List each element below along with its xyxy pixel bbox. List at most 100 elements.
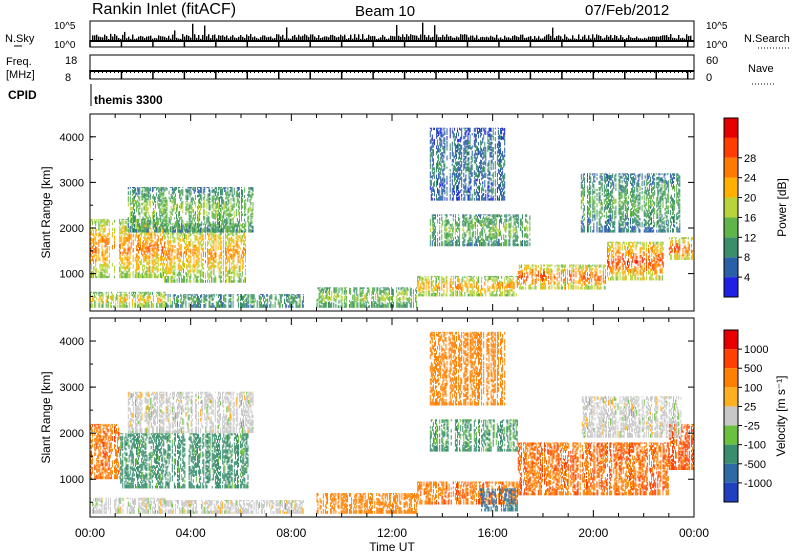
power-cell (173, 225, 175, 229)
power-cell (149, 265, 151, 273)
power-cell (126, 237, 128, 242)
power-cell (595, 271, 597, 277)
power-cell (330, 303, 332, 308)
power-cell (662, 252, 664, 260)
power-cell (445, 228, 447, 233)
power-cell (469, 235, 471, 242)
power-cell (583, 225, 585, 233)
power-cell (319, 300, 321, 304)
power-cell (231, 225, 233, 233)
nsky-bar (240, 35, 242, 41)
power-cell (631, 241, 633, 244)
power-cell (487, 218, 489, 222)
power-cell (195, 294, 197, 296)
power-cell (398, 291, 400, 296)
power-cell (242, 265, 244, 269)
power-cell (669, 201, 671, 204)
power-cell (213, 188, 215, 194)
power-cell (209, 233, 211, 238)
power-cell (226, 217, 228, 225)
power-cell (91, 263, 92, 270)
power-cell (481, 228, 483, 236)
power-cell (443, 137, 445, 145)
power-cell (565, 264, 566, 268)
power-cell (224, 218, 226, 224)
power-cell (171, 270, 173, 274)
power-cell (98, 270, 100, 273)
power-cell (142, 216, 144, 221)
power-cell (167, 295, 169, 298)
power-cell (220, 304, 221, 308)
power-cell (215, 257, 217, 264)
power-cell (96, 229, 98, 232)
power-cell (451, 223, 453, 227)
power-cell (633, 197, 635, 200)
power-cell (683, 237, 685, 241)
power-cell (146, 259, 148, 266)
power-cell (137, 187, 139, 192)
power-cell (292, 294, 294, 296)
power-cell (236, 218, 238, 222)
power-cell (441, 152, 443, 160)
power-cell (484, 288, 486, 294)
power-cell (583, 177, 585, 184)
power-cell (651, 268, 653, 271)
power-cell (529, 238, 531, 241)
power-cell (587, 173, 588, 177)
power-cell (471, 287, 473, 295)
power-cell (243, 301, 245, 308)
power-cell (133, 189, 134, 195)
power-cell (654, 257, 656, 263)
nsky-bar (654, 36, 656, 41)
power-cell (251, 187, 253, 188)
power-cell (171, 213, 173, 216)
power-cell (219, 273, 221, 276)
power-cell (155, 229, 156, 233)
power-cell (673, 202, 674, 208)
power-cell (623, 186, 625, 194)
power-cell (122, 226, 124, 229)
power-cell (630, 245, 632, 252)
power-cell (260, 296, 262, 300)
power-cell (653, 206, 655, 213)
power-cell (522, 270, 523, 273)
power-cell (164, 257, 165, 261)
power-cell (152, 295, 154, 302)
power-cell (213, 277, 215, 283)
power-cell (124, 292, 126, 297)
power-cell (589, 204, 591, 208)
power-cell (620, 175, 622, 179)
power-cell (161, 205, 163, 210)
power-cell (609, 181, 611, 184)
power-cell (612, 221, 614, 228)
power-cell (129, 247, 131, 254)
power-cell (620, 192, 622, 199)
power-cell (336, 288, 338, 293)
power-cell (679, 226, 681, 230)
power-cell (224, 294, 226, 302)
power-cell (125, 291, 127, 294)
power-cell (605, 189, 607, 195)
power-cell (669, 240, 671, 247)
power-cell (213, 213, 215, 220)
power-cell (153, 272, 155, 279)
power-cell (452, 281, 454, 285)
power-cell (100, 271, 102, 279)
power-cell (450, 277, 452, 283)
power-cell (632, 256, 634, 259)
power-cell (527, 220, 529, 225)
power-cell (470, 214, 472, 219)
nsky-bar (532, 38, 534, 41)
power-cell (215, 301, 217, 308)
power-cell (200, 223, 202, 227)
power-cell (183, 295, 185, 298)
nsky-bar (668, 36, 670, 41)
power-cell (619, 215, 621, 221)
power-cell (245, 302, 247, 308)
power-cell (644, 186, 646, 195)
power-cell (199, 205, 201, 209)
power-cell (633, 244, 635, 248)
power-cell (125, 256, 127, 261)
nsky-bar (444, 36, 446, 41)
power-cell (148, 230, 150, 237)
